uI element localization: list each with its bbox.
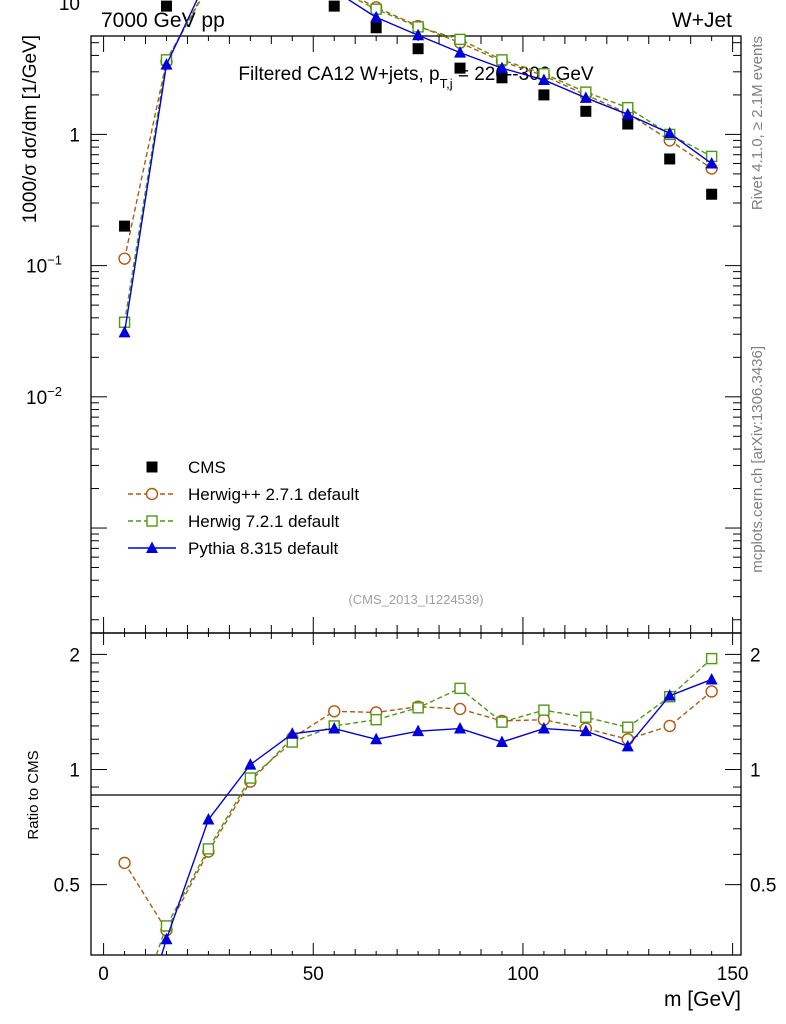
ratio-point-square [370, 713, 382, 726]
ratio-point-triangle [621, 739, 634, 752]
ratio-point-square [580, 711, 592, 723]
ratio-y-axis-label: Ratio to CMS [25, 750, 42, 839]
rivet-version-label: Rivet 4.1.0, ≥ 2.1M events [749, 36, 766, 210]
data-point-cms [328, 0, 340, 12]
main-y-axis-label: 1000/σ dσ/dm [1/GeV] [20, 35, 41, 223]
ratio-plot-series [118, 652, 718, 955]
main-y-tick-label: 10−2 [26, 384, 62, 409]
data-point-triangle [495, 61, 508, 74]
ratio-point-square [496, 716, 508, 728]
ratio-point-triangle [370, 732, 383, 745]
ratio-y-tick-label: 1 [69, 761, 80, 782]
data-point-triangle [370, 10, 383, 23]
ratio-y-tick-label-right: 1 [750, 761, 761, 782]
data-point-cms [119, 220, 131, 232]
x-tick-label: 0 [98, 964, 109, 985]
ratio-point-circle [663, 719, 676, 733]
data-point-cms [622, 118, 634, 130]
ratio-point-triangle [412, 724, 425, 737]
data-point-triangle [454, 46, 467, 58]
legend-label: Herwig++ 2.7.1 default [188, 485, 359, 504]
data-point-cms [412, 43, 424, 55]
data-point-triangle [537, 73, 550, 85]
ratio-point-triangle [328, 722, 341, 734]
data-point-triangle [412, 28, 425, 41]
ratio-point-triangle [454, 722, 467, 734]
x-tick-label: 100 [507, 964, 539, 985]
ratio-point-triangle [160, 932, 173, 945]
source-label: mcplots.cern.ch [arXiv:1306.3436] [749, 346, 766, 573]
legend-label: Herwig 7.2.1 default [188, 512, 339, 531]
ratio-point-triangle [705, 672, 718, 685]
main-plot-series [118, 0, 718, 338]
data-point-triangle [160, 58, 173, 70]
legend-marker-cms [146, 461, 158, 473]
data-point-triangle [118, 325, 131, 338]
ratio-series-group [118, 652, 718, 955]
data-point-cms [454, 62, 466, 74]
data-point-triangle [705, 157, 718, 169]
ratio-point-circle [453, 702, 467, 716]
ratio-point-triangle [537, 722, 550, 734]
data-point-cms [664, 153, 676, 165]
data-point-cms [538, 89, 550, 101]
ratio-y-tick-label: 0.5 [54, 876, 80, 897]
data-point-cms [580, 105, 592, 117]
ratio-point-square [202, 843, 215, 855]
legend: CMS Herwig++ 2.7.1 default Herwig 7.2.1 de… [128, 458, 359, 558]
x-axis-label: m [GeV] [664, 988, 741, 1011]
ratio-point-square [622, 721, 634, 733]
main-y-tick-label: 10 [59, 0, 80, 15]
legend-marker-triangle [146, 541, 158, 553]
ratio-point-circle [328, 705, 341, 718]
ratio-point-circle [118, 856, 131, 870]
ratio-point-triangle [495, 735, 508, 748]
data-point-cms [160, 0, 172, 12]
ratio-point-square [538, 704, 550, 716]
ratio-point-triangle [244, 758, 257, 770]
axis-ticks [91, 36, 741, 955]
analysis-tag: (CMS_2013_I1224539) [348, 592, 483, 607]
ratio-y-tick-label-right: 2 [750, 645, 761, 666]
ratio-y-tick-label: 2 [69, 645, 80, 666]
ratio-point-triangle [663, 689, 676, 701]
legend-marker-square [146, 515, 158, 527]
data-point-square [454, 33, 466, 46]
process-label: W+Jet [672, 9, 732, 32]
data-point-circle [118, 252, 131, 265]
ratio-point-square [412, 702, 424, 714]
ratio-point-triangle [579, 724, 592, 737]
data-point-triangle [621, 107, 634, 120]
ratio-point-triangle [286, 727, 299, 739]
legend-label: CMS [188, 458, 226, 477]
data-point-cms [706, 188, 718, 200]
data-point-cms [496, 72, 508, 84]
energy-label: 7000 GeV pp [101, 9, 225, 32]
main-y-tick-label: 1 [69, 125, 80, 146]
legend-label: Pythia 8.315 default [188, 539, 339, 558]
ratio-y-tick-label-right: 0.5 [750, 876, 776, 897]
legend-marker-circle [145, 487, 159, 501]
data-point-cms [370, 22, 382, 34]
main-y-tick-label: 10−1 [26, 253, 62, 278]
ratio-point-square [705, 652, 718, 665]
ratio-point-square [244, 772, 257, 784]
x-tick-label: 150 [717, 964, 749, 985]
data-point-triangle [663, 126, 676, 139]
ratio-point-circle [705, 685, 718, 698]
ratio-plot-frame [90, 632, 742, 956]
x-tick-label: 50 [303, 964, 324, 985]
data-point-triangle [579, 91, 592, 103]
data-point-square [118, 316, 131, 328]
ratio-point-triangle [202, 813, 215, 825]
ratio-point-square [454, 682, 466, 695]
